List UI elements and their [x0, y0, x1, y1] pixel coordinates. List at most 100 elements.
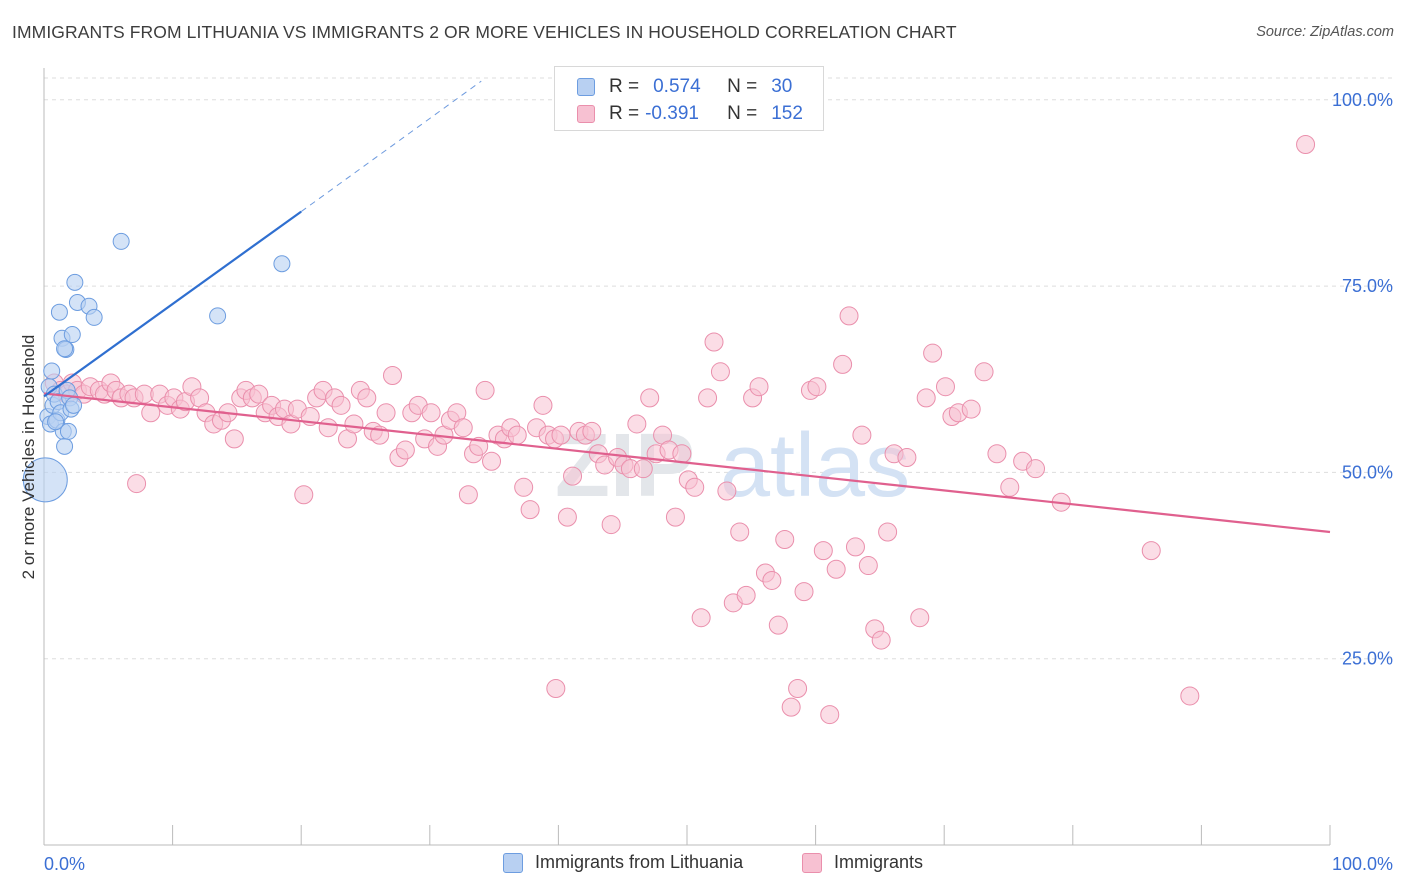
data-point-lithuania	[47, 413, 65, 431]
data-point-immigrants	[820, 705, 840, 725]
data-point-lithuania	[56, 340, 74, 358]
data-point-immigrants	[794, 582, 814, 602]
data-point-immigrants	[453, 418, 473, 438]
data-point-immigrants	[781, 697, 801, 717]
data-point-immigrants	[858, 556, 878, 576]
data-point-immigrants	[601, 515, 621, 535]
data-point-immigrants	[224, 429, 244, 449]
data-point-lithuania	[63, 326, 81, 344]
data-point-immigrants	[665, 507, 685, 527]
data-point-immigrants	[839, 306, 859, 326]
data-point-lithuania	[273, 255, 291, 273]
legend-n-value: 30	[771, 76, 793, 97]
data-point-immigrants	[813, 541, 833, 561]
data-point-immigrants	[344, 414, 364, 434]
bottom-legend-swatch-blue	[503, 852, 523, 873]
data-point-immigrants	[807, 377, 827, 397]
data-point-immigrants	[640, 388, 660, 408]
data-point-immigrants	[582, 421, 602, 441]
data-point-immigrants	[482, 451, 502, 471]
y-tick-label: 75.0%	[1342, 276, 1393, 296]
trend-lines	[43, 80, 1331, 534]
data-point-immigrants	[395, 440, 415, 460]
data-point-immigrants	[833, 354, 853, 374]
bottom-legend-immigrants: Immigrants	[802, 852, 923, 873]
x-tick-label: 0.0%	[44, 854, 85, 874]
data-point-immigrants	[704, 332, 724, 352]
data-point-immigrants	[1026, 459, 1046, 479]
data-point-immigrants	[331, 395, 351, 415]
data-point-immigrants	[294, 485, 314, 505]
correlation-legend: R = 0.574 N = 30 R = -0.391 N = 152	[554, 66, 824, 131]
data-point-immigrants	[127, 474, 147, 494]
trendline-lithuania	[43, 210, 302, 398]
data-point-lithuania	[209, 307, 227, 325]
data-point-immigrants	[788, 679, 808, 699]
legend-r-label: R =	[609, 103, 640, 124]
bottom-legend-swatch-pink	[802, 852, 822, 873]
data-point-immigrants	[987, 444, 1007, 464]
trendline-lithuania-extension	[300, 80, 482, 212]
series-lithuania	[22, 232, 291, 503]
data-point-immigrants	[775, 529, 795, 549]
trendline-immigrants	[43, 392, 1331, 534]
data-point-immigrants	[762, 570, 782, 590]
data-point-lithuania	[56, 437, 74, 455]
chart-title: IMMIGRANTS FROM LITHUANIA VS IMMIGRANTS …	[12, 22, 957, 42]
data-point-immigrants	[691, 608, 711, 628]
data-point-immigrants	[383, 366, 403, 386]
legend-r-value: -0.391	[645, 103, 699, 124]
data-point-immigrants	[551, 425, 571, 445]
data-point-immigrants	[1180, 686, 1200, 706]
data-point-immigrants	[749, 377, 769, 397]
legend-r-value: 0.574	[653, 76, 701, 97]
data-point-immigrants	[736, 585, 756, 605]
data-point-immigrants	[710, 362, 730, 382]
data-point-immigrants	[916, 388, 936, 408]
data-point-immigrants	[376, 403, 396, 423]
legend-swatch-pink	[577, 105, 595, 123]
data-point-immigrants	[563, 466, 583, 486]
data-point-immigrants	[672, 444, 692, 464]
data-point-immigrants	[533, 395, 553, 415]
data-point-lithuania	[65, 396, 83, 414]
data-point-immigrants	[1141, 541, 1161, 561]
data-point-immigrants	[685, 477, 705, 497]
y-tick-label: 100.0%	[1332, 90, 1393, 110]
data-point-immigrants	[520, 500, 540, 520]
data-point-immigrants	[249, 384, 269, 404]
source-label: Source: ZipAtlas.com	[1256, 24, 1394, 40]
x-tick-label: 100.0%	[1332, 854, 1393, 874]
y-tick-label: 25.0%	[1342, 649, 1393, 669]
legend-n-label: N =	[727, 76, 758, 97]
data-point-immigrants	[1000, 477, 1020, 497]
legend-row-immigrants: R = -0.391 N = 152	[577, 102, 803, 126]
data-point-immigrants	[546, 679, 566, 699]
bottom-legend-label: Immigrants from Lithuania	[535, 852, 744, 872]
tick-labels: 25.0% 50.0% 75.0% 100.0% 0.0% 100.0%	[44, 90, 1393, 874]
legend-row-lithuania: R = 0.574 N = 30	[577, 75, 792, 99]
watermark-light: atlas	[720, 416, 910, 516]
data-point-lithuania	[43, 362, 61, 380]
bottom-legend-lithuania: Immigrants from Lithuania	[503, 852, 743, 873]
data-point-immigrants	[845, 537, 865, 557]
data-point-immigrants	[897, 448, 917, 467]
data-point-immigrants	[878, 522, 898, 542]
data-point-lithuania	[22, 457, 68, 503]
data-point-immigrants	[910, 608, 930, 628]
data-point-immigrants	[421, 403, 441, 423]
legend-n-label: N =	[727, 103, 758, 124]
data-point-immigrants	[633, 459, 653, 479]
data-point-immigrants	[141, 403, 161, 423]
bottom-legend-label: Immigrants	[834, 852, 924, 872]
legend-n-value: 152	[771, 103, 803, 124]
y-axis-label: 2 or more Vehicles in Household	[19, 334, 38, 580]
legend-swatch-blue	[577, 78, 595, 96]
data-point-lithuania	[112, 232, 130, 250]
data-point-lithuania	[59, 422, 77, 440]
data-point-lithuania	[50, 303, 68, 321]
data-point-immigrants	[961, 399, 981, 419]
data-point-immigrants	[318, 418, 338, 438]
data-point-immigrants	[1296, 135, 1316, 155]
